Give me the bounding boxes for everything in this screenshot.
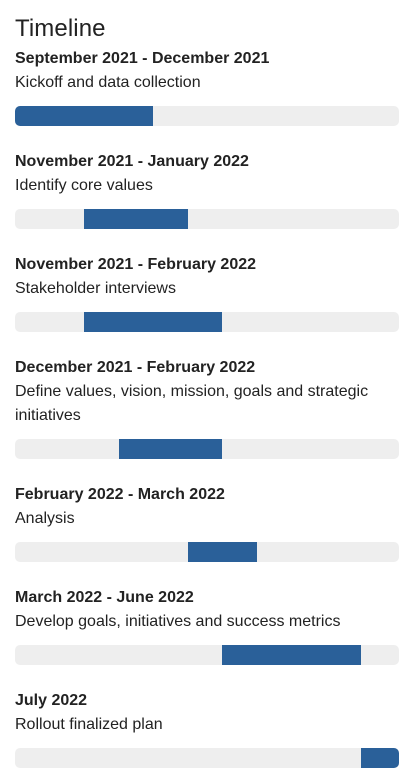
timeline-description: Develop goals, initiatives and success m… <box>15 613 341 630</box>
timeline-track <box>15 748 399 768</box>
timeline-bar <box>118 439 223 459</box>
timeline-track <box>15 106 399 126</box>
timeline-description: Kickoff and data collection <box>15 74 201 91</box>
timeline-description: Define values, vision, mission, goals an… <box>15 383 369 424</box>
timeline-date: December 2021 - February 2022 <box>15 359 256 376</box>
timeline-bar <box>84 312 223 332</box>
timeline-description: Analysis <box>15 510 75 527</box>
timeline-description: Stakeholder interviews <box>15 280 176 297</box>
page-title: Timeline <box>15 15 106 42</box>
timeline-bar <box>222 645 361 665</box>
timeline-bar <box>15 106 154 126</box>
timeline-date: September 2021 - December 2021 <box>15 50 270 67</box>
timeline-item: November 2021 - January 2022 Identify co… <box>15 150 399 229</box>
timeline-item: December 2021 - February 2022 Define val… <box>15 356 399 459</box>
timeline-bar <box>187 542 257 562</box>
timeline-description: Rollout finalized plan <box>15 716 163 733</box>
timeline-date: November 2021 - February 2022 <box>15 256 257 273</box>
timeline-item: February 2022 - March 2022 Analysis <box>15 483 399 562</box>
timeline-date: November 2021 - January 2022 <box>15 153 249 170</box>
timeline-bar <box>360 748 399 768</box>
timeline-date: March 2022 - June 2022 <box>15 589 194 606</box>
timeline-track <box>15 645 399 665</box>
timeline-track <box>15 209 399 229</box>
timeline-description: Identify core values <box>15 177 153 194</box>
timeline-track <box>15 439 399 459</box>
timeline-item: March 2022 - June 2022 Develop goals, in… <box>15 586 399 665</box>
timeline-item: November 2021 - February 2022 Stakeholde… <box>15 253 399 332</box>
timeline-item: September 2021 - December 2021 Kickoff a… <box>15 47 399 126</box>
timeline-date: July 2022 <box>15 692 88 709</box>
timeline-bar <box>84 209 188 229</box>
timeline-track <box>15 542 399 562</box>
timeline-date: February 2022 - March 2022 <box>15 486 225 503</box>
timeline-track <box>15 312 399 332</box>
timeline-item: July 2022 Rollout finalized plan <box>15 689 399 768</box>
